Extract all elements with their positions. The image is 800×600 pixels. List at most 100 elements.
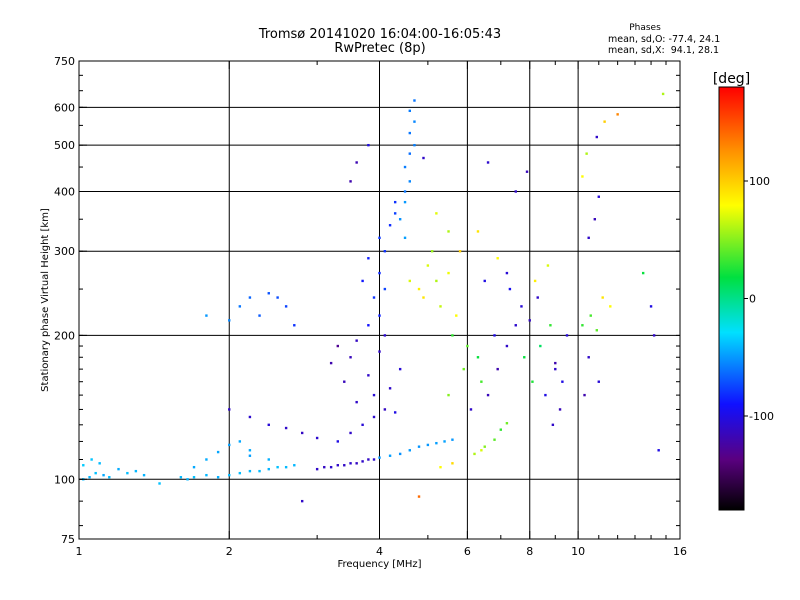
data-point bbox=[417, 495, 421, 498]
data-point bbox=[585, 152, 588, 155]
data-point bbox=[383, 334, 387, 337]
chart-title-line2: RwPretec (8p) bbox=[334, 41, 426, 56]
data-point bbox=[258, 469, 261, 473]
phases-o-stats: mean, sd,O: -77.4, 24.1 bbox=[608, 34, 721, 45]
data-point bbox=[417, 287, 421, 291]
data-point bbox=[451, 438, 454, 441]
data-point bbox=[408, 279, 411, 283]
data-point bbox=[90, 458, 93, 461]
colorbar bbox=[718, 86, 745, 511]
data-point bbox=[372, 393, 376, 397]
data-point bbox=[413, 99, 416, 102]
data-point bbox=[205, 314, 208, 317]
data-point bbox=[355, 339, 358, 342]
data-point bbox=[248, 454, 252, 457]
data-point bbox=[142, 473, 146, 477]
data-point bbox=[589, 314, 592, 317]
data-point bbox=[597, 380, 600, 383]
y-axis-ticks: 75 100 200 300 400 500 600 750 bbox=[54, 55, 680, 546]
data-point bbox=[403, 190, 407, 193]
data-point bbox=[403, 165, 407, 169]
data-point bbox=[496, 367, 499, 371]
data-point bbox=[533, 279, 537, 283]
data-point bbox=[361, 423, 364, 427]
data-point bbox=[480, 449, 483, 452]
data-point bbox=[388, 224, 392, 227]
data-point bbox=[82, 464, 85, 467]
data-point bbox=[398, 367, 402, 371]
data-point bbox=[476, 356, 480, 359]
data-point bbox=[343, 464, 346, 467]
data-point bbox=[466, 344, 469, 348]
data-point bbox=[603, 120, 606, 123]
data-point bbox=[447, 271, 450, 275]
data-point bbox=[108, 476, 111, 479]
y-tick-label: 750 bbox=[54, 55, 75, 68]
data-point bbox=[349, 431, 352, 435]
data-point bbox=[558, 408, 562, 411]
data-point bbox=[595, 135, 598, 139]
data-point bbox=[216, 476, 220, 479]
data-point bbox=[205, 458, 208, 461]
data-point bbox=[372, 296, 376, 299]
data-point bbox=[349, 356, 352, 359]
phases-heading: Phases bbox=[629, 23, 661, 33]
data-point bbox=[505, 422, 509, 425]
data-point bbox=[267, 423, 270, 427]
data-point bbox=[581, 324, 584, 327]
data-point bbox=[372, 458, 376, 461]
data-point bbox=[329, 465, 333, 469]
data-point bbox=[238, 305, 242, 308]
data-point bbox=[393, 212, 397, 215]
y-tick-label: 300 bbox=[54, 245, 75, 258]
data-point bbox=[587, 236, 590, 240]
data-point bbox=[408, 180, 411, 183]
data-point bbox=[439, 465, 442, 469]
colorbar-tick-label: 0 bbox=[749, 293, 756, 306]
data-point bbox=[267, 467, 270, 471]
phases-x-stats: mean, sd,X: 94.1, 28.1 bbox=[608, 45, 720, 56]
data-point bbox=[641, 271, 645, 275]
y-tick-label: 500 bbox=[54, 139, 75, 152]
data-points bbox=[82, 92, 665, 503]
data-point bbox=[367, 257, 370, 260]
x-tick-label: 4 bbox=[376, 545, 383, 558]
data-point bbox=[343, 380, 346, 383]
data-point bbox=[94, 471, 97, 475]
data-point bbox=[158, 482, 161, 485]
data-point bbox=[525, 170, 529, 173]
data-point bbox=[661, 92, 665, 96]
data-point bbox=[426, 443, 430, 447]
x-axis-label: Frequency [MHz] bbox=[337, 559, 421, 570]
colorbar-tick-label: -100 bbox=[749, 410, 774, 423]
data-point bbox=[383, 250, 387, 253]
data-point bbox=[284, 305, 288, 308]
data-point bbox=[361, 279, 364, 283]
data-point bbox=[383, 287, 387, 291]
data-point bbox=[476, 230, 480, 233]
data-point bbox=[378, 456, 381, 459]
colorbar-tick-label: 100 bbox=[749, 175, 770, 188]
data-point bbox=[216, 450, 220, 454]
data-point bbox=[403, 236, 407, 240]
data-point bbox=[587, 356, 590, 359]
data-point bbox=[539, 344, 542, 348]
data-point bbox=[355, 161, 358, 164]
data-point bbox=[413, 120, 416, 123]
data-point bbox=[649, 305, 653, 308]
data-point bbox=[422, 156, 425, 160]
data-point bbox=[408, 109, 411, 113]
data-point bbox=[544, 393, 547, 397]
data-point bbox=[323, 465, 326, 469]
y-tick-label: 200 bbox=[54, 329, 75, 342]
data-point bbox=[505, 344, 509, 348]
data-point bbox=[126, 471, 129, 475]
data-point bbox=[179, 476, 183, 479]
data-point bbox=[551, 423, 555, 427]
data-point bbox=[565, 334, 569, 337]
data-point bbox=[228, 473, 231, 477]
data-point bbox=[248, 469, 252, 473]
data-point bbox=[520, 305, 523, 308]
data-point bbox=[238, 440, 242, 443]
data-point bbox=[583, 393, 586, 397]
